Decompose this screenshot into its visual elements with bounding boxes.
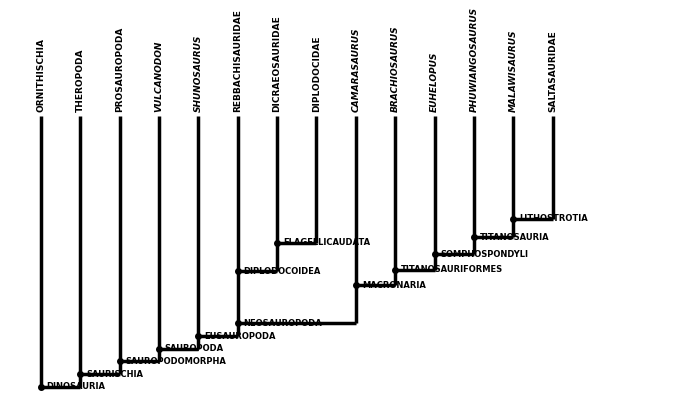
Text: TITANOSAURIA: TITANOSAURIA xyxy=(480,233,549,242)
Text: DIPLODOCOIDEA: DIPLODOCOIDEA xyxy=(244,266,321,275)
Text: NEOSAUROPODA: NEOSAUROPODA xyxy=(244,319,322,328)
Text: PROSAUROPODA: PROSAUROPODA xyxy=(115,26,124,111)
Text: FLAGELLICAUDATA: FLAGELLICAUDATA xyxy=(283,238,370,247)
Text: ORNITHISCHIA: ORNITHISCHIA xyxy=(36,38,45,111)
Text: SAUROPODOMORPHA: SAUROPODOMORPHA xyxy=(125,357,226,366)
Text: SAUROPODA: SAUROPODA xyxy=(165,344,224,353)
Text: CAMARASAURUS: CAMARASAURUS xyxy=(352,27,361,111)
Text: SHUNOSAURUS: SHUNOSAURUS xyxy=(194,34,203,111)
Text: DIPLODOCIDAE: DIPLODOCIDAE xyxy=(312,35,321,111)
Text: MALAWISAURUS: MALAWISAURUS xyxy=(509,29,518,111)
Text: REBBACHISAURIDAE: REBBACHISAURIDAE xyxy=(233,9,242,111)
Text: THEROPODA: THEROPODA xyxy=(75,48,84,111)
Text: LITHOSTROTIA: LITHOSTROTIA xyxy=(519,214,588,223)
Text: SALTASAURIDAE: SALTASAURIDAE xyxy=(548,30,557,111)
Text: SOMPHOSPONDYLI: SOMPHOSPONDYLI xyxy=(441,250,529,259)
Text: BRACHIOSAURUS: BRACHIOSAURUS xyxy=(391,25,400,111)
Text: VULCANODON: VULCANODON xyxy=(154,40,163,111)
Text: DINOSAURIA: DINOSAURIA xyxy=(46,382,106,391)
Text: MACRONARIA: MACRONARIA xyxy=(362,281,426,290)
Text: SAURISCHIA: SAURISCHIA xyxy=(86,370,143,379)
Text: TITANOSAURIFORMES: TITANOSAURIFORMES xyxy=(401,265,503,274)
Text: EUSAUROPODA: EUSAUROPODA xyxy=(204,332,275,341)
Text: EUHELOPUS: EUHELOPUS xyxy=(430,51,439,111)
Text: PHUWIANGOSAURUS: PHUWIANGOSAURUS xyxy=(469,7,478,111)
Text: DICRAEOSAURIDAE: DICRAEOSAURIDAE xyxy=(273,15,282,111)
